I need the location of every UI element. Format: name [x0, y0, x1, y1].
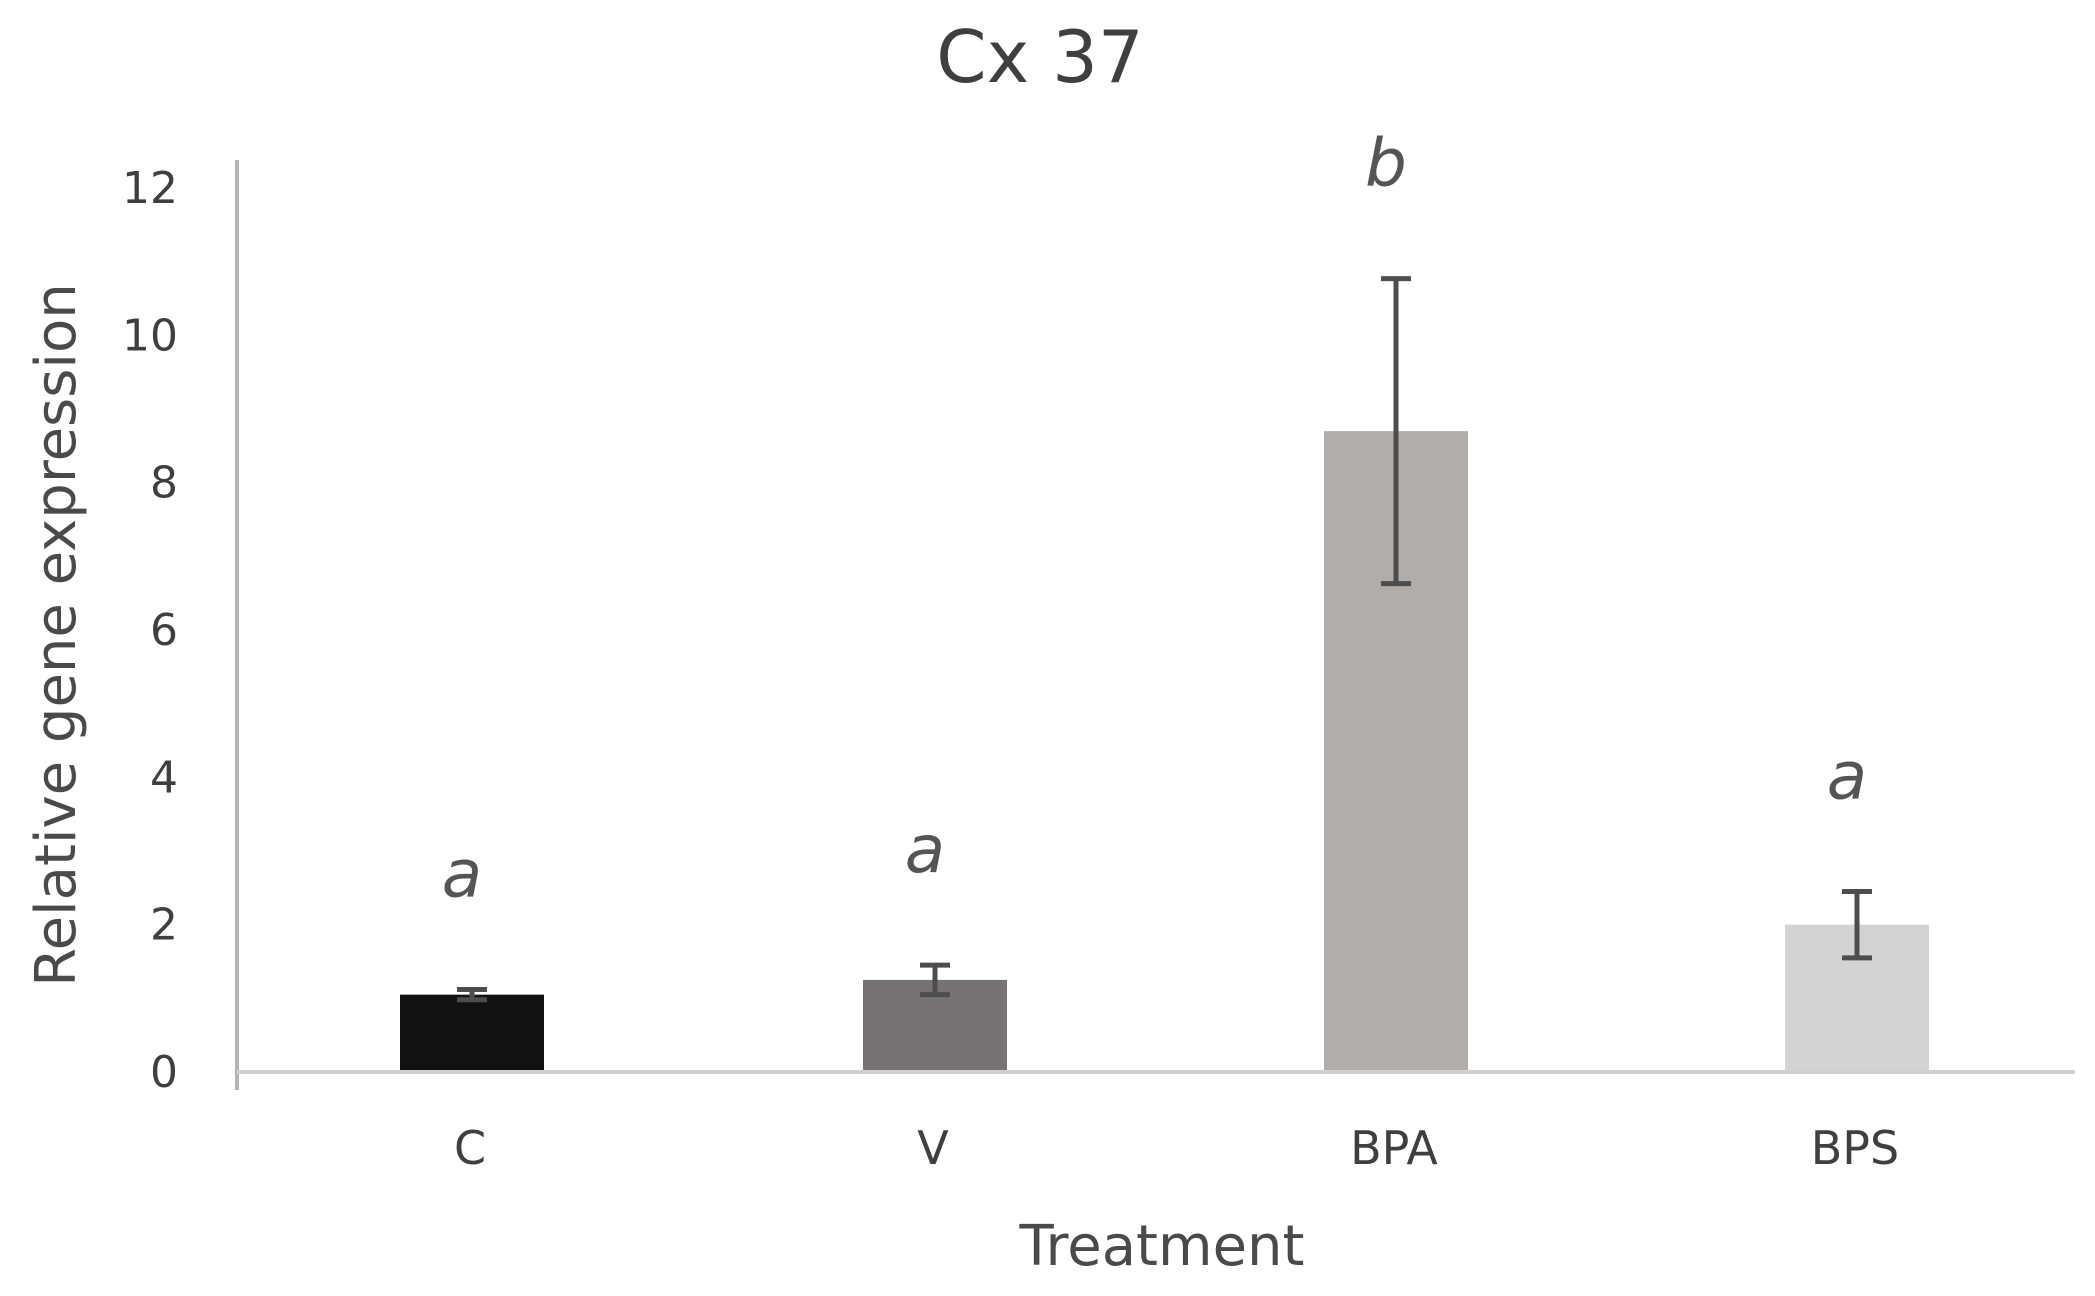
x-category-label-bpa: BPA — [1350, 1121, 1438, 1175]
error-bar-v — [920, 962, 950, 998]
x-category-label-bps: BPS — [1811, 1121, 1900, 1175]
y-tick-label: 6 — [150, 605, 178, 656]
y-tick-label: 2 — [150, 900, 178, 951]
significance-label-v: a — [905, 811, 945, 888]
x-category-label-v: V — [917, 1121, 949, 1175]
significance-labels: a a b a — [442, 125, 1867, 913]
bars — [400, 431, 1929, 1073]
error-bar-bpa — [1381, 276, 1411, 587]
error-bar-c — [457, 986, 487, 1003]
significance-label-c: a — [442, 835, 482, 912]
y-tick-label: 12 — [122, 163, 178, 214]
y-axis-label: Relative gene expression — [24, 283, 89, 986]
significance-label-bpa: b — [1365, 125, 1407, 202]
chart-title: Cx 37 — [936, 15, 1143, 99]
bar-c — [400, 994, 544, 1072]
y-tick-label: 10 — [122, 310, 178, 361]
y-tick-label: 0 — [150, 1047, 178, 1098]
y-axis-ticks: 0 2 4 6 8 10 12 — [122, 163, 178, 1098]
significance-label-bps: a — [1827, 738, 1867, 815]
x-category-label-c: C — [454, 1121, 486, 1175]
x-axis-categories: C V BPA BPS — [454, 1121, 1899, 1175]
y-tick-label: 4 — [150, 752, 178, 803]
error-bar-bps — [1842, 889, 1872, 961]
x-axis-label: Treatment — [1019, 1214, 1305, 1279]
error-bars — [457, 276, 1872, 1003]
y-tick-label: 8 — [150, 458, 178, 509]
